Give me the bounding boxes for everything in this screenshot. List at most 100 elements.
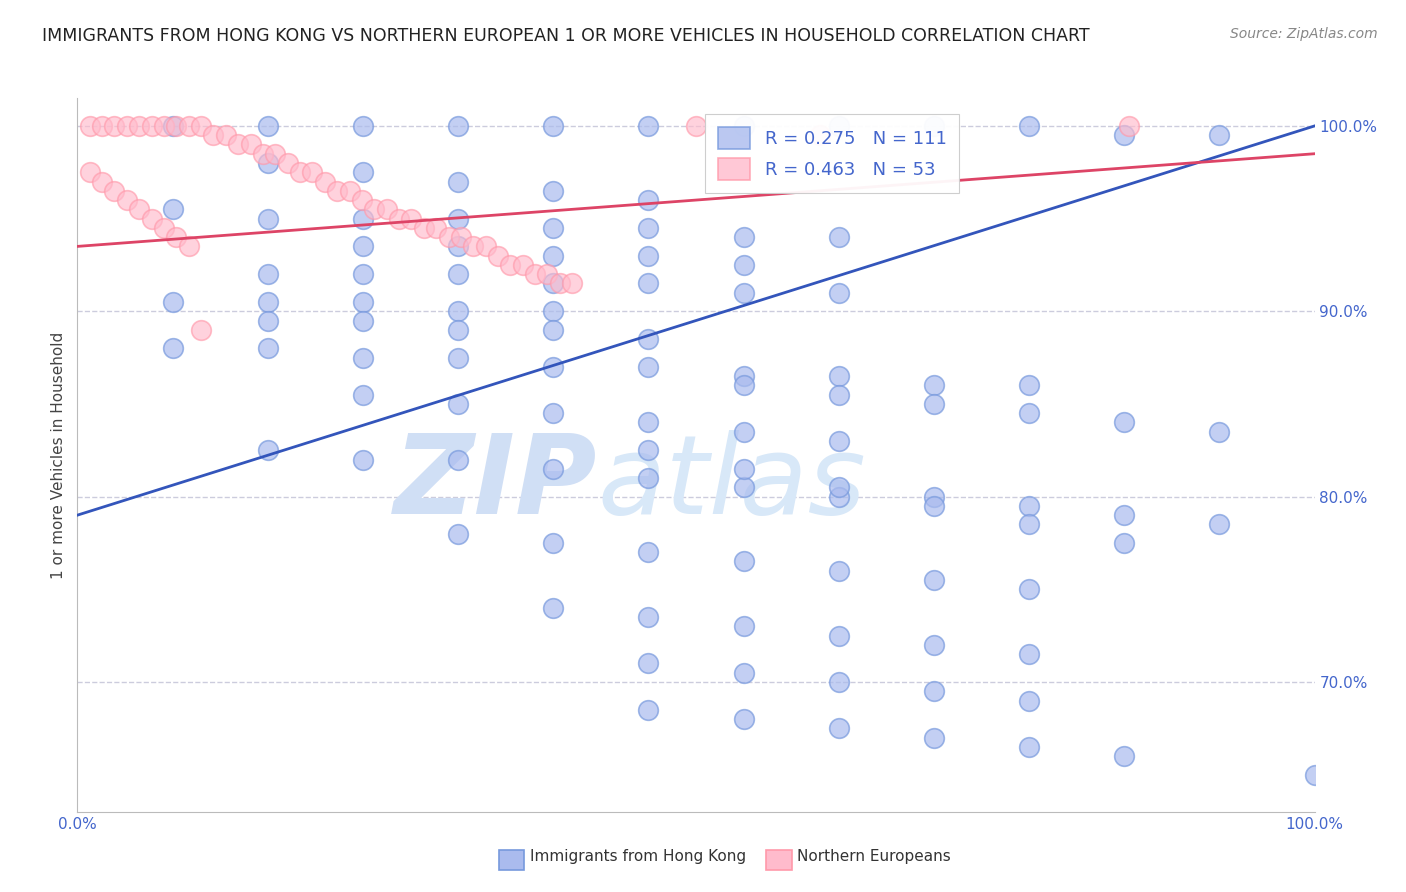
Point — [79, 165, 101, 179]
Point — [733, 258, 755, 272]
Point — [828, 480, 851, 494]
Text: ZIP: ZIP — [394, 430, 598, 537]
Point — [541, 536, 564, 550]
Point — [1018, 582, 1040, 597]
Point — [447, 119, 470, 133]
Point — [141, 119, 163, 133]
Text: Immigrants from Hong Kong: Immigrants from Hong Kong — [530, 849, 747, 864]
Point — [733, 619, 755, 633]
Point — [1018, 647, 1040, 661]
Point — [541, 249, 564, 263]
Point — [828, 369, 851, 384]
Point — [512, 258, 534, 272]
Point — [733, 378, 755, 392]
Point — [637, 657, 659, 671]
Point — [637, 277, 659, 291]
Point — [474, 239, 496, 253]
Point — [447, 323, 470, 337]
Point — [637, 249, 659, 263]
Point — [447, 304, 470, 318]
Point — [828, 675, 851, 690]
Point — [425, 220, 447, 235]
Point — [363, 202, 385, 217]
Point — [352, 351, 374, 365]
Point — [352, 119, 374, 133]
Point — [541, 462, 564, 476]
Point — [141, 211, 163, 226]
Point — [541, 406, 564, 420]
Text: IMMIGRANTS FROM HONG KONG VS NORTHERN EUROPEAN 1 OR MORE VEHICLES IN HOUSEHOLD C: IMMIGRANTS FROM HONG KONG VS NORTHERN EU… — [42, 27, 1090, 45]
Point — [215, 128, 238, 143]
Point — [115, 193, 138, 207]
Point — [326, 184, 349, 198]
Point — [162, 295, 184, 310]
Point — [733, 369, 755, 384]
Point — [541, 323, 564, 337]
Point — [437, 230, 460, 244]
Point — [1114, 749, 1136, 764]
Point — [256, 295, 278, 310]
Point — [256, 119, 278, 133]
Point — [239, 137, 262, 152]
Point — [352, 313, 374, 327]
Point — [733, 462, 755, 476]
Point — [190, 323, 212, 337]
Point — [162, 119, 184, 133]
Point — [808, 128, 831, 143]
Text: atlas: atlas — [598, 430, 866, 537]
Point — [1208, 425, 1230, 439]
Point — [401, 211, 423, 226]
Point — [352, 211, 374, 226]
Point — [1018, 499, 1040, 513]
Point — [1018, 739, 1040, 754]
Point — [828, 564, 851, 578]
Point — [1018, 517, 1040, 532]
Point — [1114, 536, 1136, 550]
Point — [1114, 416, 1136, 430]
Point — [165, 119, 187, 133]
Point — [524, 267, 547, 281]
Point — [314, 175, 336, 189]
Point — [447, 239, 470, 253]
Point — [922, 573, 945, 587]
Point — [637, 610, 659, 624]
Point — [447, 267, 470, 281]
Point — [637, 220, 659, 235]
Point — [256, 313, 278, 327]
Y-axis label: 1 or more Vehicles in Household: 1 or more Vehicles in Household — [51, 331, 66, 579]
Point — [922, 378, 945, 392]
Point — [541, 600, 564, 615]
Point — [447, 526, 470, 541]
Point — [153, 119, 176, 133]
Point — [637, 359, 659, 374]
Point — [91, 119, 114, 133]
Point — [352, 239, 374, 253]
Point — [256, 156, 278, 170]
Point — [922, 397, 945, 411]
Point — [922, 638, 945, 652]
Point — [637, 443, 659, 458]
Point — [256, 211, 278, 226]
Point — [162, 342, 184, 356]
Point — [922, 490, 945, 504]
Point — [637, 545, 659, 559]
Point — [486, 249, 509, 263]
Point — [922, 731, 945, 745]
Point — [541, 359, 564, 374]
Point — [1018, 693, 1040, 707]
Point — [733, 665, 755, 680]
Point — [637, 193, 659, 207]
Point — [256, 342, 278, 356]
Point — [103, 119, 125, 133]
Point — [1208, 517, 1230, 532]
Point — [733, 712, 755, 726]
Point — [375, 202, 398, 217]
Point — [447, 452, 470, 467]
Point — [79, 119, 101, 133]
Point — [541, 220, 564, 235]
Point — [412, 220, 434, 235]
Point — [1018, 406, 1040, 420]
Point — [352, 452, 374, 467]
Point — [828, 119, 851, 133]
Point — [177, 119, 200, 133]
